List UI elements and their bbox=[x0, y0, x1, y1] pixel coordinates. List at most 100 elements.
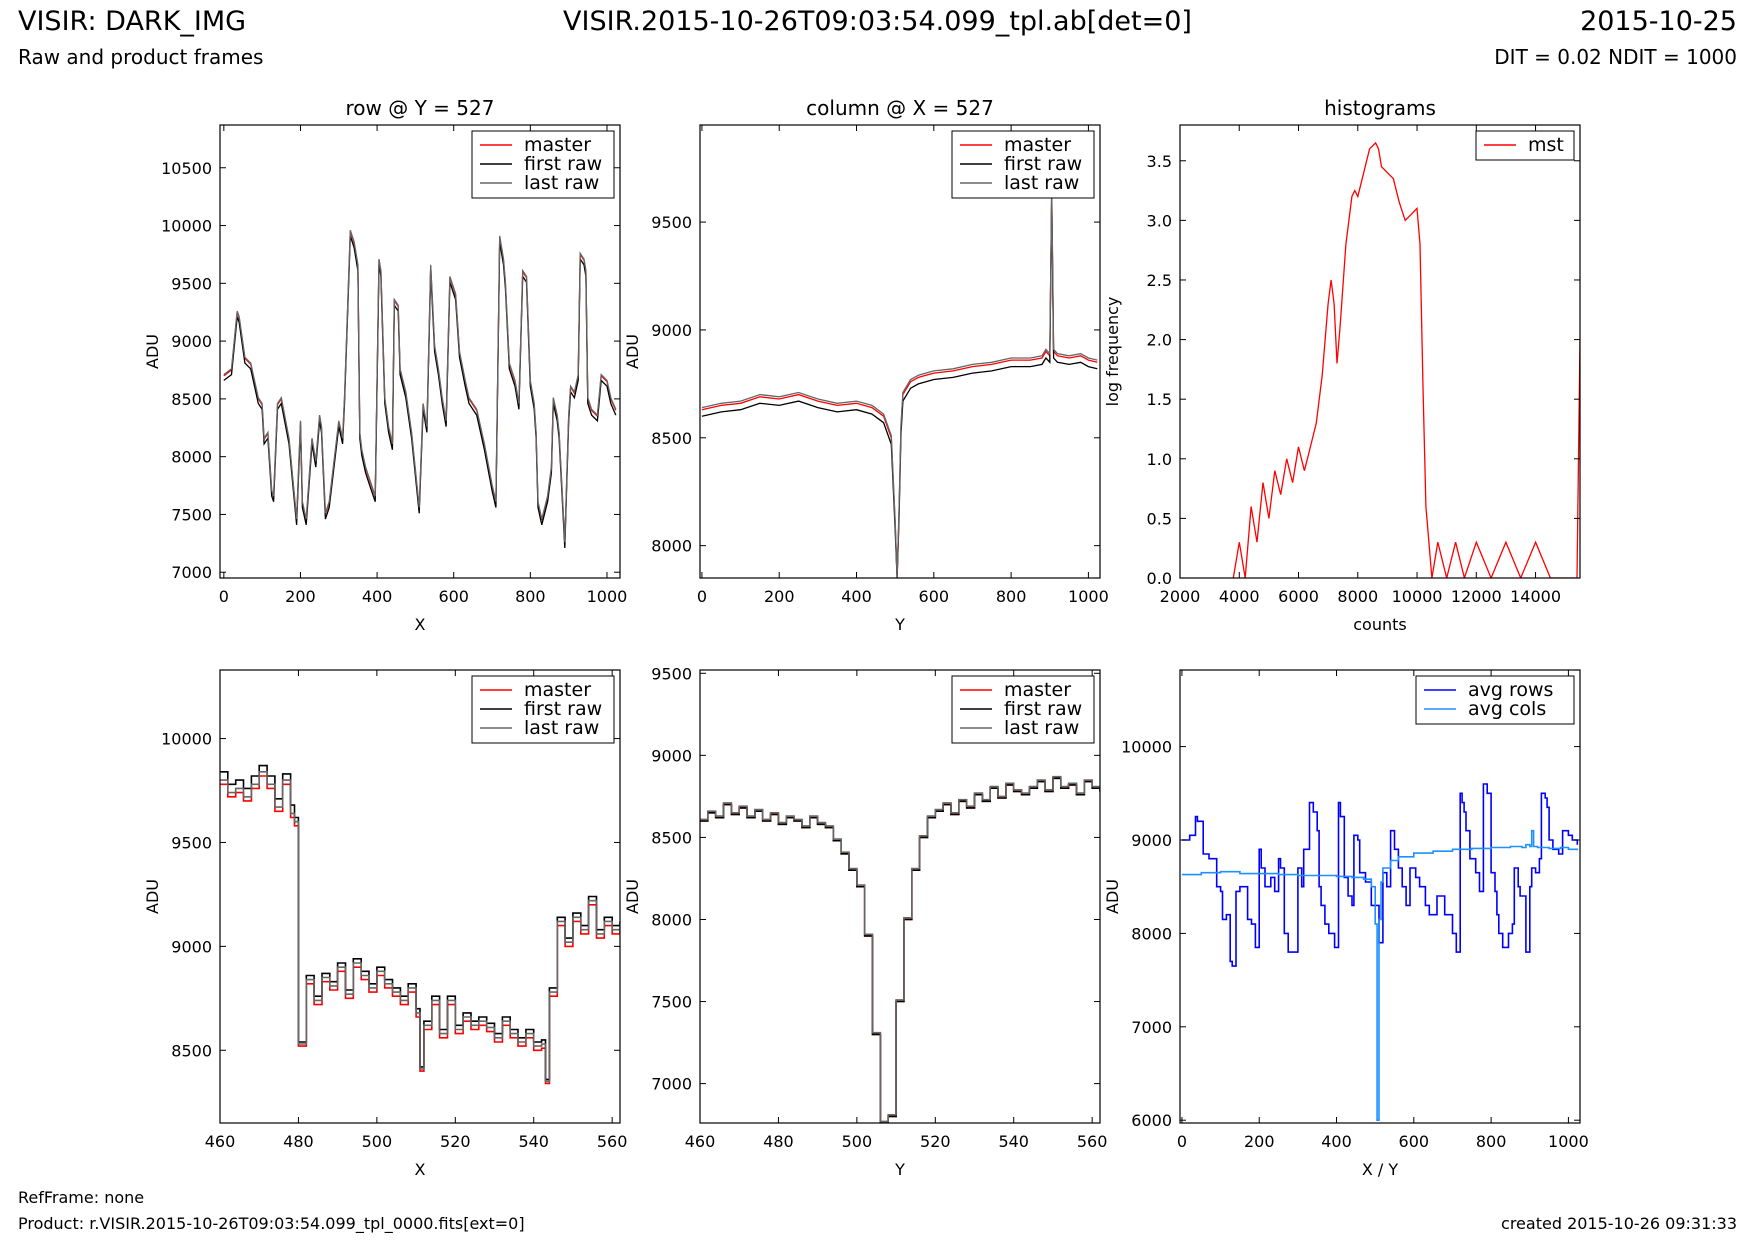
x-tick-label: 400 bbox=[362, 587, 393, 606]
legend-entry: avg cols bbox=[1468, 698, 1546, 720]
y-axis-label: ADU bbox=[623, 334, 642, 369]
observation-date: 2015-10-25 bbox=[1580, 6, 1737, 37]
y-tick-label: 8500 bbox=[651, 828, 692, 847]
x-tick-label: 800 bbox=[1476, 1132, 1507, 1151]
axes-frame bbox=[219, 669, 621, 1124]
chart-panel-6: 0 200 400 600 800 1000 6000 7000 8000 9000 10000 X … bbox=[1103, 669, 1589, 1179]
x-tick-label: 480 bbox=[283, 1132, 314, 1151]
x-tick-label: 460 bbox=[685, 1132, 716, 1151]
y-tick-label: 7000 bbox=[651, 1075, 692, 1094]
y-tick-label: 8500 bbox=[171, 1041, 212, 1060]
x-tick-label: 200 bbox=[285, 587, 316, 606]
y-tick-label: 9500 bbox=[651, 213, 692, 232]
axes-frame bbox=[1179, 669, 1581, 1124]
chart-panel-4: 460 480 500 520 540 560 8500 9000 9500 10000 X ADU m… bbox=[143, 669, 628, 1179]
legend-entry: first raw bbox=[524, 153, 602, 175]
legend-entry: master bbox=[1004, 134, 1071, 156]
chart-panel-1: 0 200 400 600 800 1000 7000 7500 8000 8500 9000 950… bbox=[143, 96, 627, 634]
series-line-last-raw bbox=[223, 229, 617, 543]
x-tick-label: 600 bbox=[919, 587, 950, 606]
chart-panel-3: 2000 4000 6000 8000 10000 12000 14000 0.0 0.5 1.0… bbox=[1103, 96, 1581, 634]
x-tick-label: 600 bbox=[438, 587, 469, 606]
chart-panel-5: 460 480 500 520 540 560 7000 7500 8000 8500 9000 95… bbox=[623, 664, 1107, 1179]
x-tick-label: 1000 bbox=[1548, 1132, 1589, 1151]
y-tick-label: 10000 bbox=[161, 730, 212, 749]
y-tick-label: 7000 bbox=[171, 563, 212, 582]
axes-frame bbox=[699, 669, 1101, 1124]
x-axis-label: Y bbox=[894, 615, 905, 634]
x-tick-label: 1000 bbox=[587, 587, 628, 606]
series-line-mst bbox=[1232, 141, 1580, 578]
legend-entry: first raw bbox=[1004, 153, 1082, 175]
x-tick-label: 480 bbox=[763, 1132, 794, 1151]
y-tick-label: 9000 bbox=[171, 332, 212, 351]
x-tick-label: 400 bbox=[1321, 1132, 1352, 1151]
x-tick-label: 1000 bbox=[1068, 587, 1109, 606]
legend-entry: mst bbox=[1528, 134, 1564, 156]
axes-frame bbox=[219, 124, 621, 579]
y-tick-label: 9000 bbox=[651, 746, 692, 765]
y-axis-label: ADU bbox=[623, 879, 642, 914]
y-tick-label: 9500 bbox=[171, 833, 212, 852]
y-tick-label: 8500 bbox=[651, 429, 692, 448]
y-axis-label: log frequency bbox=[1103, 297, 1122, 407]
legend-entry: last raw bbox=[1004, 172, 1079, 194]
chart-title: row @ Y = 527 bbox=[346, 96, 495, 120]
legend-entry: first raw bbox=[524, 698, 602, 720]
legend-entry: master bbox=[1004, 679, 1071, 701]
x-tick-label: 520 bbox=[440, 1132, 471, 1151]
x-tick-label: 0 bbox=[697, 587, 707, 606]
x-tick-label: 460 bbox=[205, 1132, 236, 1151]
x-tick-label: 14000 bbox=[1510, 587, 1561, 606]
y-tick-label: 10500 bbox=[161, 159, 212, 178]
x-tick-label: 800 bbox=[515, 587, 546, 606]
x-tick-label: 540 bbox=[518, 1132, 549, 1151]
x-tick-label: 600 bbox=[1399, 1132, 1430, 1151]
x-tick-label: 520 bbox=[920, 1132, 951, 1151]
y-tick-label: 3.5 bbox=[1147, 152, 1172, 171]
report-title: VISIR: DARK_IMG bbox=[18, 6, 247, 37]
y-tick-label: 8000 bbox=[171, 448, 212, 467]
x-tick-label: 0 bbox=[219, 587, 229, 606]
series-line-last-raw bbox=[220, 770, 620, 1083]
chart-title: column @ X = 527 bbox=[806, 96, 994, 120]
y-tick-label: 9500 bbox=[171, 274, 212, 293]
x-tick-label: 560 bbox=[597, 1132, 628, 1151]
y-tick-label: 8000 bbox=[1131, 924, 1172, 943]
series-line-last-raw bbox=[700, 775, 1100, 1123]
x-tick-label: 2000 bbox=[1160, 587, 1201, 606]
y-tick-label: 10000 bbox=[1121, 738, 1172, 757]
y-tick-label: 7000 bbox=[1131, 1018, 1172, 1037]
y-tick-label: 0.5 bbox=[1147, 509, 1172, 528]
axes-frame bbox=[699, 124, 1101, 579]
x-tick-label: 560 bbox=[1077, 1132, 1108, 1151]
x-axis-label: X bbox=[415, 1160, 426, 1179]
series-line-avg-cols bbox=[1181, 829, 1579, 1121]
x-tick-label: 4000 bbox=[1219, 587, 1260, 606]
y-tick-label: 1.5 bbox=[1147, 390, 1172, 409]
y-axis-label: ADU bbox=[143, 334, 162, 369]
legend-entry: last raw bbox=[524, 172, 599, 194]
y-axis-label: ADU bbox=[143, 879, 162, 914]
created-timestamp: created 2015-10-26 09:31:33 bbox=[1501, 1214, 1737, 1233]
y-tick-label: 9000 bbox=[171, 937, 212, 956]
x-axis-label: X / Y bbox=[1362, 1160, 1399, 1179]
x-tick-label: 6000 bbox=[1278, 587, 1319, 606]
y-tick-label: 6000 bbox=[1131, 1111, 1172, 1130]
x-tick-label: 12000 bbox=[1451, 587, 1502, 606]
x-tick-label: 0 bbox=[1177, 1132, 1187, 1151]
y-tick-label: 1.0 bbox=[1147, 450, 1172, 469]
x-tick-label: 400 bbox=[841, 587, 872, 606]
x-tick-label: 800 bbox=[996, 587, 1027, 606]
series-line-master bbox=[700, 777, 1100, 1123]
x-tick-label: 8000 bbox=[1337, 587, 1378, 606]
legend-entry: master bbox=[524, 134, 591, 156]
y-tick-label: 8500 bbox=[171, 390, 212, 409]
legend: mst bbox=[1475, 130, 1575, 161]
